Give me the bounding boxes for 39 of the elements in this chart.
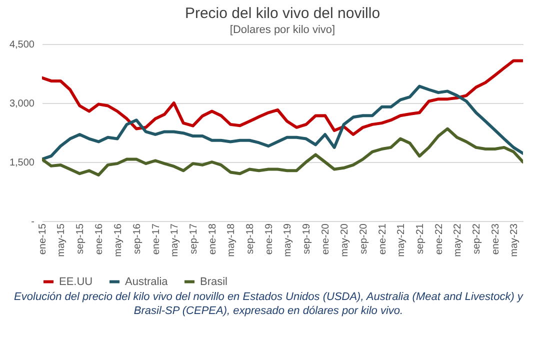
chart-title: Precio del kilo vivo del novillo: [184, 5, 380, 22]
x-tick-label: sep-15: [75, 223, 86, 254]
x-tick-label: sep-19: [302, 223, 313, 254]
x-tick-label: may-21: [396, 223, 407, 257]
x-tick-label: may-20: [339, 223, 350, 257]
x-tick-label: ene-18: [207, 223, 218, 255]
legend-label: Australia: [125, 276, 169, 288]
x-tick-label: sep-22: [472, 223, 483, 254]
y-tick-label: -: [31, 216, 34, 228]
x-tick-label: sep-16: [132, 223, 143, 254]
x-tick-label: ene-22: [434, 223, 445, 255]
y-tick-label: 1,500: [9, 158, 35, 168]
x-tick-label: ene-23: [490, 223, 502, 255]
x-tick-label: ene-20: [320, 223, 332, 255]
y-tick-label: 4,500: [9, 40, 35, 50]
x-tick-label: ene-17: [150, 223, 162, 255]
line-series: [42, 127, 523, 176]
legend-label: Brasil: [200, 276, 228, 288]
x-tick-label: may-16: [112, 223, 124, 257]
x-tick-label: may-22: [452, 223, 464, 257]
x-tick-label: may-18: [226, 223, 237, 257]
x-tick-label: sep-17: [188, 223, 200, 254]
x-tick-label: ene-15: [38, 223, 48, 255]
x-tick-label: ene-16: [94, 223, 106, 255]
line-series: [42, 84, 523, 161]
line-series: [42, 59, 523, 136]
x-tick-label: sep-20: [358, 223, 370, 254]
x-tick-label: sep-18: [245, 223, 256, 254]
x-tick-label: sep-21: [414, 223, 426, 254]
legend-label: EE.UU: [59, 276, 93, 288]
x-tick-label: ene-21: [377, 223, 388, 255]
x-tick-label: may-17: [169, 223, 180, 257]
x-tick-label: may-19: [282, 223, 294, 257]
x-tick-label: may-23: [509, 223, 520, 257]
x-tick-label: ene-19: [264, 223, 275, 255]
x-tick-label: may-15: [56, 223, 68, 257]
text: Evolución del precio del kilo vivo del novillo en Estados Unidos (USDA), Australia (Meat and Livestock) y Brasil-SP (CEPEA), expresado en dólares por kilo vivo.: [13, 290, 524, 318]
chart-subtitle: [Dolares por kilo vivo]: [230, 24, 336, 36]
y-tick-label: 3,000: [9, 98, 35, 110]
